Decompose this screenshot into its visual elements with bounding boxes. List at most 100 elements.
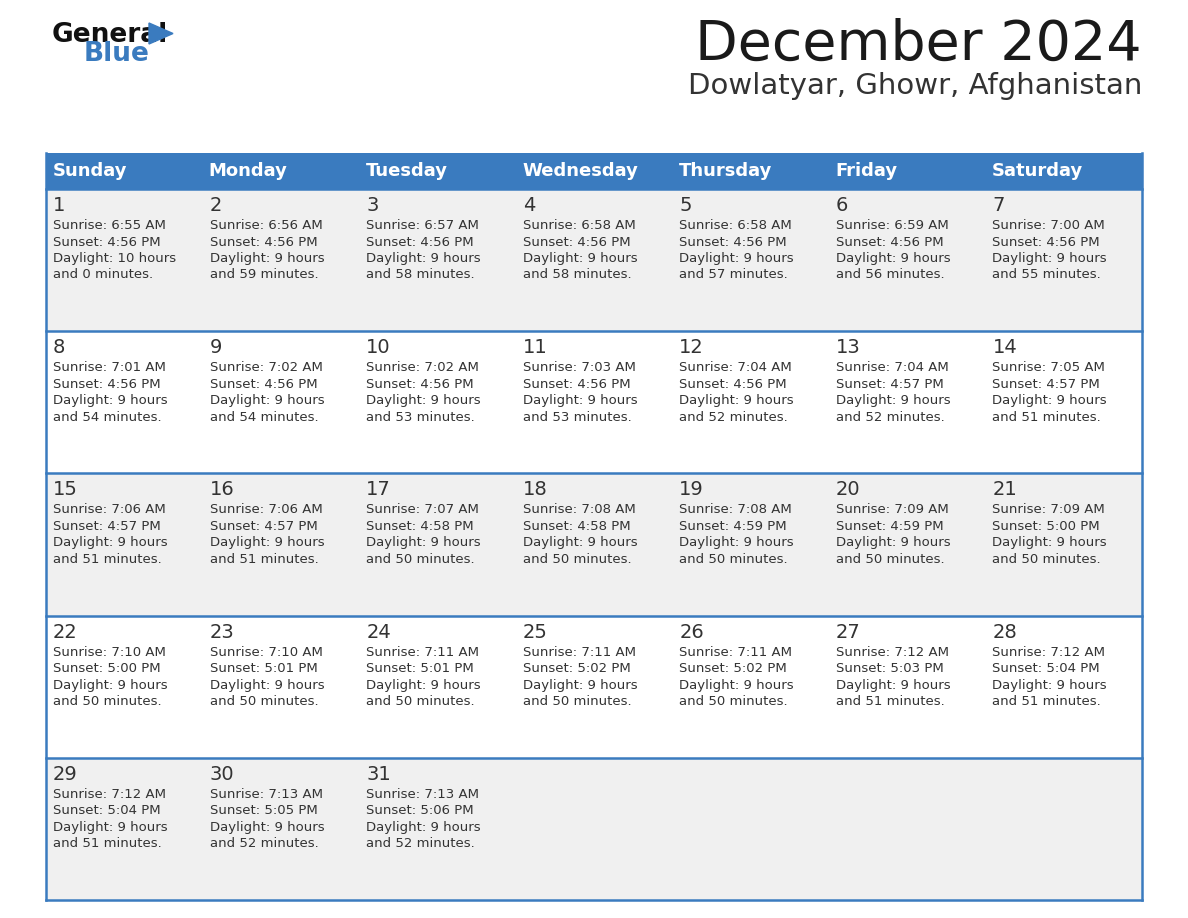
Text: Sunset: 4:58 PM: Sunset: 4:58 PM xyxy=(523,520,631,533)
Text: Sunset: 5:06 PM: Sunset: 5:06 PM xyxy=(366,804,474,817)
Text: Daylight: 9 hours: Daylight: 9 hours xyxy=(992,678,1107,691)
Text: Sunset: 4:56 PM: Sunset: 4:56 PM xyxy=(209,236,317,249)
Text: Daylight: 9 hours: Daylight: 9 hours xyxy=(209,394,324,408)
Text: 14: 14 xyxy=(992,338,1017,357)
Text: and 50 minutes.: and 50 minutes. xyxy=(836,553,944,565)
Text: Daylight: 9 hours: Daylight: 9 hours xyxy=(523,536,638,549)
Text: Sunset: 5:05 PM: Sunset: 5:05 PM xyxy=(209,804,317,817)
Text: Sunset: 4:57 PM: Sunset: 4:57 PM xyxy=(836,377,943,391)
Text: 2: 2 xyxy=(209,196,222,215)
Text: Sunset: 4:56 PM: Sunset: 4:56 PM xyxy=(992,236,1100,249)
Text: Sunset: 4:56 PM: Sunset: 4:56 PM xyxy=(366,236,474,249)
Text: and 51 minutes.: and 51 minutes. xyxy=(836,695,944,708)
Text: 3: 3 xyxy=(366,196,379,215)
Text: and 0 minutes.: and 0 minutes. xyxy=(53,268,153,282)
Text: Sunset: 4:56 PM: Sunset: 4:56 PM xyxy=(680,236,786,249)
Text: and 50 minutes.: and 50 minutes. xyxy=(992,553,1101,565)
Text: Sunrise: 7:01 AM: Sunrise: 7:01 AM xyxy=(53,361,166,375)
Text: 31: 31 xyxy=(366,765,391,784)
Text: 21: 21 xyxy=(992,480,1017,499)
Text: and 52 minutes.: and 52 minutes. xyxy=(680,410,788,424)
Text: and 53 minutes.: and 53 minutes. xyxy=(523,410,632,424)
Text: Sunset: 5:01 PM: Sunset: 5:01 PM xyxy=(209,662,317,675)
Text: Sunset: 4:59 PM: Sunset: 4:59 PM xyxy=(680,520,786,533)
Text: and 50 minutes.: and 50 minutes. xyxy=(209,695,318,708)
Text: Sunset: 4:57 PM: Sunset: 4:57 PM xyxy=(53,520,160,533)
Text: Sunset: 4:56 PM: Sunset: 4:56 PM xyxy=(523,236,631,249)
Text: Sunset: 4:56 PM: Sunset: 4:56 PM xyxy=(53,236,160,249)
Text: Sunrise: 7:06 AM: Sunrise: 7:06 AM xyxy=(209,503,322,517)
Text: 6: 6 xyxy=(836,196,848,215)
Text: Sunrise: 7:06 AM: Sunrise: 7:06 AM xyxy=(53,503,166,517)
Text: and 50 minutes.: and 50 minutes. xyxy=(53,695,162,708)
Text: 13: 13 xyxy=(836,338,860,357)
Text: Daylight: 9 hours: Daylight: 9 hours xyxy=(209,252,324,265)
Text: Sunset: 5:00 PM: Sunset: 5:00 PM xyxy=(53,662,160,675)
Text: 12: 12 xyxy=(680,338,704,357)
Text: and 50 minutes.: and 50 minutes. xyxy=(680,695,788,708)
Text: Sunset: 4:56 PM: Sunset: 4:56 PM xyxy=(366,377,474,391)
Text: Daylight: 9 hours: Daylight: 9 hours xyxy=(366,678,481,691)
Text: 4: 4 xyxy=(523,196,535,215)
Text: and 54 minutes.: and 54 minutes. xyxy=(53,410,162,424)
Text: 22: 22 xyxy=(53,622,77,642)
Text: Sunrise: 7:13 AM: Sunrise: 7:13 AM xyxy=(366,788,479,800)
Text: Daylight: 9 hours: Daylight: 9 hours xyxy=(209,678,324,691)
Polygon shape xyxy=(148,23,173,44)
Text: and 59 minutes.: and 59 minutes. xyxy=(209,268,318,282)
Text: Wednesday: Wednesday xyxy=(522,162,638,180)
Text: Daylight: 9 hours: Daylight: 9 hours xyxy=(523,394,638,408)
Text: 18: 18 xyxy=(523,480,548,499)
Text: Sunset: 5:03 PM: Sunset: 5:03 PM xyxy=(836,662,943,675)
Text: 30: 30 xyxy=(209,765,234,784)
Text: Sunrise: 6:58 AM: Sunrise: 6:58 AM xyxy=(680,219,792,232)
Text: Sunset: 4:56 PM: Sunset: 4:56 PM xyxy=(209,377,317,391)
Text: Blue: Blue xyxy=(84,41,150,67)
Text: Daylight: 9 hours: Daylight: 9 hours xyxy=(680,678,794,691)
Text: 20: 20 xyxy=(836,480,860,499)
Text: 17: 17 xyxy=(366,480,391,499)
Text: Daylight: 9 hours: Daylight: 9 hours xyxy=(366,394,481,408)
Text: and 54 minutes.: and 54 minutes. xyxy=(209,410,318,424)
Text: Daylight: 9 hours: Daylight: 9 hours xyxy=(53,678,168,691)
Text: Sunset: 4:57 PM: Sunset: 4:57 PM xyxy=(992,377,1100,391)
Text: Sunset: 5:04 PM: Sunset: 5:04 PM xyxy=(992,662,1100,675)
Text: Daylight: 9 hours: Daylight: 9 hours xyxy=(992,536,1107,549)
Text: Daylight: 9 hours: Daylight: 9 hours xyxy=(53,394,168,408)
Text: 28: 28 xyxy=(992,622,1017,642)
Text: 7: 7 xyxy=(992,196,1005,215)
Text: and 57 minutes.: and 57 minutes. xyxy=(680,268,788,282)
Text: Sunrise: 7:11 AM: Sunrise: 7:11 AM xyxy=(523,645,636,658)
Text: and 51 minutes.: and 51 minutes. xyxy=(992,410,1101,424)
Text: Sunrise: 6:58 AM: Sunrise: 6:58 AM xyxy=(523,219,636,232)
Text: Daylight: 9 hours: Daylight: 9 hours xyxy=(680,536,794,549)
Text: and 53 minutes.: and 53 minutes. xyxy=(366,410,475,424)
Text: Sunrise: 7:04 AM: Sunrise: 7:04 AM xyxy=(680,361,792,375)
Text: and 50 minutes.: and 50 minutes. xyxy=(523,695,631,708)
Text: Sunset: 4:56 PM: Sunset: 4:56 PM xyxy=(680,377,786,391)
Text: Sunrise: 7:04 AM: Sunrise: 7:04 AM xyxy=(836,361,949,375)
Text: 23: 23 xyxy=(209,622,234,642)
Text: Sunrise: 7:03 AM: Sunrise: 7:03 AM xyxy=(523,361,636,375)
Text: Sunrise: 6:59 AM: Sunrise: 6:59 AM xyxy=(836,219,949,232)
Text: Monday: Monday xyxy=(209,162,287,180)
Text: and 51 minutes.: and 51 minutes. xyxy=(53,837,162,850)
Text: and 55 minutes.: and 55 minutes. xyxy=(992,268,1101,282)
Text: Sunday: Sunday xyxy=(52,162,127,180)
Text: Sunrise: 7:12 AM: Sunrise: 7:12 AM xyxy=(992,645,1106,658)
Text: Daylight: 9 hours: Daylight: 9 hours xyxy=(836,678,950,691)
Text: Sunset: 4:57 PM: Sunset: 4:57 PM xyxy=(209,520,317,533)
Text: Sunrise: 7:10 AM: Sunrise: 7:10 AM xyxy=(53,645,166,658)
Text: Thursday: Thursday xyxy=(678,162,772,180)
Text: Sunset: 5:01 PM: Sunset: 5:01 PM xyxy=(366,662,474,675)
Text: and 51 minutes.: and 51 minutes. xyxy=(53,553,162,565)
Text: 27: 27 xyxy=(836,622,860,642)
Text: Sunrise: 7:12 AM: Sunrise: 7:12 AM xyxy=(836,645,949,658)
Text: Sunset: 4:56 PM: Sunset: 4:56 PM xyxy=(836,236,943,249)
Text: Sunset: 4:59 PM: Sunset: 4:59 PM xyxy=(836,520,943,533)
Text: Sunrise: 7:11 AM: Sunrise: 7:11 AM xyxy=(680,645,792,658)
Text: Sunrise: 6:55 AM: Sunrise: 6:55 AM xyxy=(53,219,166,232)
Text: Tuesday: Tuesday xyxy=(366,162,448,180)
Text: General: General xyxy=(52,22,169,48)
Text: 8: 8 xyxy=(53,338,65,357)
